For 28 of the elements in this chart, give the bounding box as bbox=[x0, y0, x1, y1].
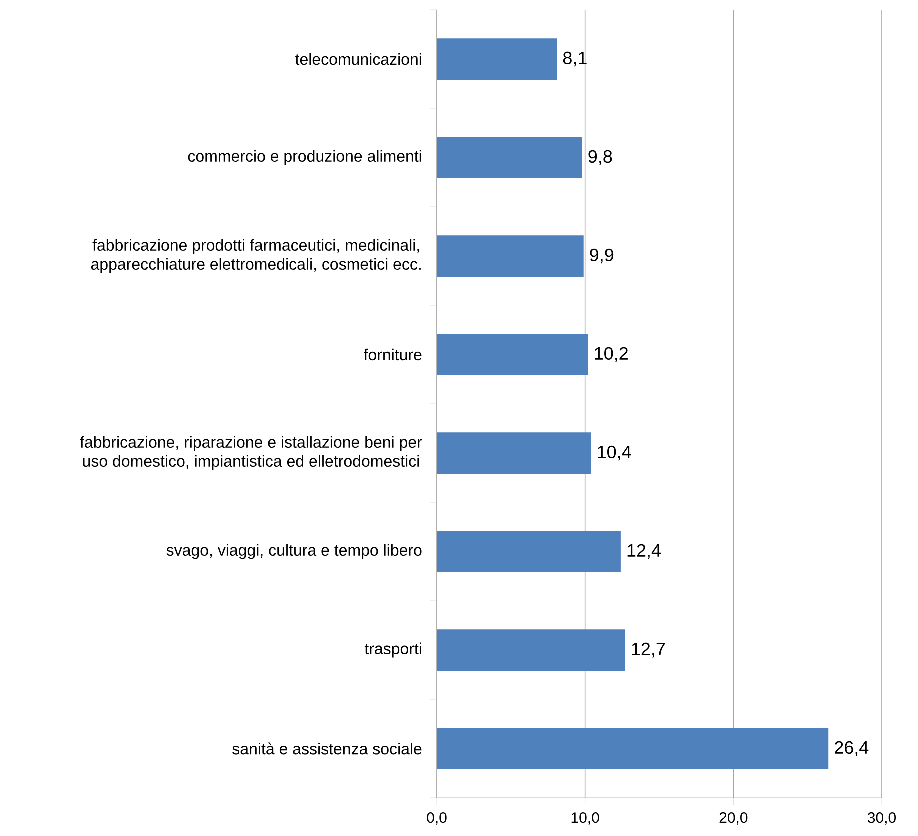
data-label: 9,8 bbox=[588, 150, 612, 166]
data-label: 10,2 bbox=[595, 347, 628, 362]
data-label: 9,9 bbox=[590, 248, 614, 264]
y-tick-label: trasporti bbox=[364, 642, 422, 658]
bar bbox=[437, 728, 829, 770]
y-tick-label: fabbricazione, riparazione e istallazione beni per uso domestico, impiantistica ed elletrodomestici bbox=[80, 436, 422, 470]
data-label: 12,7 bbox=[632, 642, 666, 658]
data-label: 12,4 bbox=[628, 544, 661, 560]
bar bbox=[437, 432, 592, 474]
y-tick-label: fabbricazione prodotti farmaceutici, medicinali, apparecchiature elettromedicali, cosmetici ecc. bbox=[91, 239, 421, 274]
data-label: 10,4 bbox=[598, 446, 632, 461]
bar bbox=[437, 531, 621, 572]
bar bbox=[437, 137, 582, 178]
y-tick-label: commercio e produzione alimenti bbox=[188, 150, 422, 166]
data-label: 8,1 bbox=[563, 52, 587, 67]
bar bbox=[437, 38, 558, 80]
y-tick-label: telecomunicazioni bbox=[296, 53, 422, 66]
y-tick-label: svago, viaggi, cultura e tempo libero bbox=[166, 544, 422, 560]
y-tick-label: sanità e assistenza sociale bbox=[232, 742, 422, 755]
data-label: 26,4 bbox=[835, 741, 869, 756]
bar bbox=[437, 630, 626, 671]
x-tick-label: 20,0 bbox=[720, 812, 748, 825]
bar bbox=[437, 236, 584, 277]
y-tick-label: forniture bbox=[364, 348, 422, 361]
bar bbox=[437, 334, 588, 376]
x-tick-label: 30,0 bbox=[868, 812, 896, 825]
x-tick-label: 0,0 bbox=[427, 812, 447, 825]
x-tick-label: 10,0 bbox=[572, 812, 600, 825]
